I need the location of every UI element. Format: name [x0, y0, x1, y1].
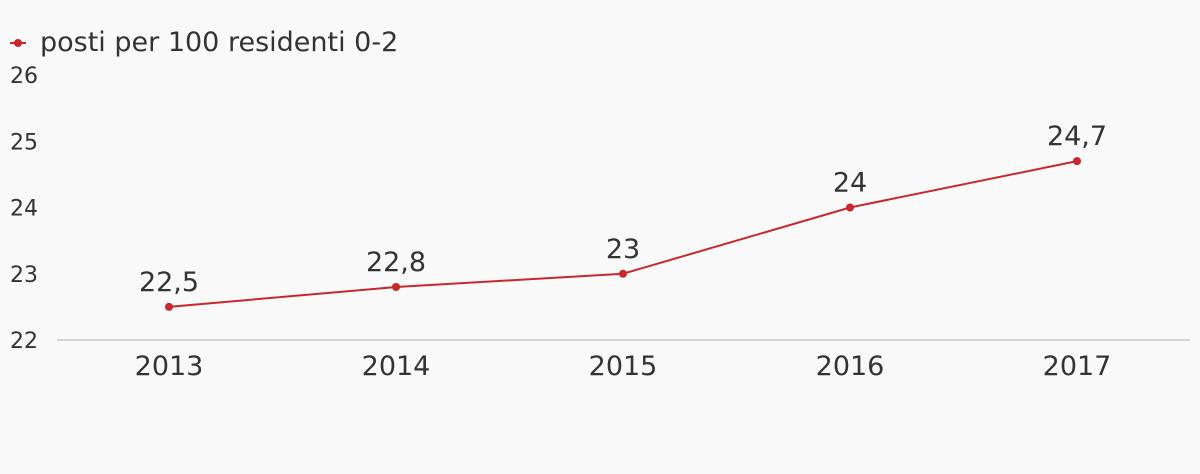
data-label: 24 — [833, 168, 867, 199]
data-point[interactable] — [619, 269, 627, 278]
data-point[interactable] — [846, 203, 854, 212]
legend: posti per 100 residenti 0-2 — [10, 27, 398, 58]
y-tick-label: 23 — [10, 263, 38, 288]
legend-label: posti per 100 residenti 0-2 — [40, 27, 398, 58]
x-tick-label: 2017 — [1043, 351, 1112, 382]
y-tick-label: 25 — [10, 130, 38, 155]
data-point[interactable] — [165, 302, 173, 311]
y-axis: 22 23 24 25 26 — [10, 64, 38, 354]
data-label: 22,8 — [366, 247, 426, 278]
data-label: 23 — [606, 234, 640, 265]
x-tick-label: 2013 — [135, 351, 204, 382]
data-point[interactable] — [392, 283, 400, 291]
legend-dot-marker — [14, 39, 22, 47]
x-tick-label: 2014 — [362, 351, 431, 382]
series-group: 22,5 22,8 23 24 24,7 — [139, 121, 1107, 311]
y-tick-label: 26 — [10, 64, 38, 89]
y-tick-label: 24 — [10, 197, 38, 222]
data-point[interactable] — [1073, 157, 1081, 166]
y-tick-label: 22 — [10, 329, 38, 354]
x-axis: 2013 2014 2015 2016 2017 — [135, 351, 1112, 382]
x-tick-label: 2016 — [816, 351, 885, 382]
data-label: 24,7 — [1047, 121, 1107, 152]
x-tick-label: 2015 — [589, 351, 658, 382]
data-label: 22,5 — [139, 267, 199, 298]
